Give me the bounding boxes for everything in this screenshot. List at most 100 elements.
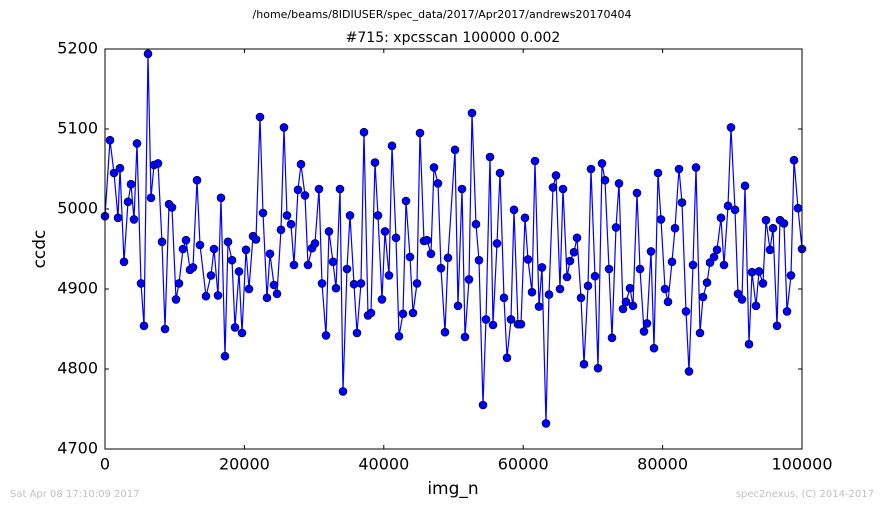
data-point — [126, 179, 136, 189]
data-point — [310, 239, 320, 248]
data-point — [758, 279, 768, 288]
data-point — [216, 193, 226, 203]
data-point — [772, 321, 782, 331]
data-point — [272, 289, 282, 299]
data-point — [730, 205, 740, 215]
data-point — [460, 332, 470, 342]
data-point — [258, 208, 268, 218]
data-point — [422, 235, 432, 245]
data-point — [726, 123, 736, 132]
chart-title: #715: xpcsscan 100000 0.002 — [346, 30, 561, 46]
data-point — [768, 223, 778, 233]
data-point — [740, 181, 750, 191]
data-point — [345, 211, 355, 220]
data-point — [405, 252, 415, 262]
data-point — [433, 179, 443, 188]
data-point — [450, 145, 460, 155]
data-point — [178, 244, 188, 254]
data-point — [443, 253, 453, 263]
data-point — [467, 108, 477, 118]
y-tick-label: 5200 — [57, 39, 98, 58]
data-line — [104, 53, 803, 424]
data-point — [276, 225, 286, 235]
data-point — [558, 184, 568, 194]
data-point — [436, 263, 446, 273]
data-point — [321, 331, 331, 340]
data-point — [628, 301, 638, 311]
data-point — [691, 163, 701, 172]
data-point — [160, 324, 170, 334]
data-point — [555, 284, 565, 294]
data-point — [656, 215, 666, 224]
data-point — [530, 156, 540, 166]
data-point — [227, 255, 237, 265]
data-point — [300, 191, 310, 200]
data-point — [604, 264, 614, 274]
data-point — [384, 271, 394, 280]
data-point — [646, 247, 656, 256]
data-point — [237, 328, 247, 338]
data-point — [143, 49, 153, 59]
data-point — [782, 307, 792, 316]
data-point — [618, 304, 628, 314]
data-point — [632, 188, 642, 198]
data-point — [541, 419, 551, 428]
data-point — [251, 235, 261, 244]
data-point — [398, 309, 408, 319]
data-point — [607, 333, 617, 343]
x-axis-label: img_n — [427, 479, 478, 499]
data-point — [174, 279, 184, 288]
data-point — [569, 247, 579, 257]
data-point — [597, 159, 607, 168]
y-tick-label: 5100 — [57, 119, 98, 138]
data-point — [171, 295, 181, 304]
data-point — [201, 291, 211, 301]
data-point — [303, 260, 313, 270]
data-point — [534, 302, 544, 311]
data-point — [523, 255, 533, 264]
data-point — [241, 245, 251, 255]
data-point — [653, 168, 663, 178]
data-point — [209, 244, 219, 254]
data-point — [324, 227, 334, 236]
data-point — [412, 279, 422, 288]
data-point — [342, 264, 352, 274]
data-point — [649, 343, 659, 353]
data-point — [670, 223, 680, 233]
data-point — [213, 291, 223, 300]
data-point — [255, 112, 265, 122]
data-point — [684, 367, 694, 376]
data-point — [234, 267, 244, 276]
data-point — [674, 164, 684, 174]
data-point — [269, 280, 279, 290]
footer-left: Sat Apr 08 17:10:09 2017 — [10, 489, 140, 500]
data-point — [181, 235, 191, 245]
x-tick-label: 100000 — [771, 455, 832, 474]
data-point — [754, 267, 764, 276]
data-point — [789, 155, 799, 165]
data-point — [289, 260, 299, 270]
data-point — [660, 284, 670, 294]
data-point — [356, 279, 366, 288]
data-point — [453, 301, 463, 311]
data-point — [415, 128, 425, 138]
x-tick-label: 20000 — [219, 455, 270, 474]
data-point — [146, 193, 156, 203]
data-point — [516, 319, 526, 329]
data-point — [572, 233, 582, 243]
data-point — [286, 219, 296, 229]
data-point — [590, 271, 600, 281]
data-point — [600, 175, 610, 185]
data-point — [702, 278, 712, 287]
data-point — [408, 308, 418, 318]
data-point — [492, 239, 502, 248]
data-point — [593, 363, 603, 373]
data-point — [206, 271, 216, 280]
data-point — [744, 339, 754, 349]
data-point — [167, 203, 177, 212]
data-point — [195, 240, 205, 250]
data-point — [119, 257, 129, 267]
data-point — [509, 205, 519, 215]
data-point — [562, 272, 572, 282]
data-point — [370, 158, 380, 167]
